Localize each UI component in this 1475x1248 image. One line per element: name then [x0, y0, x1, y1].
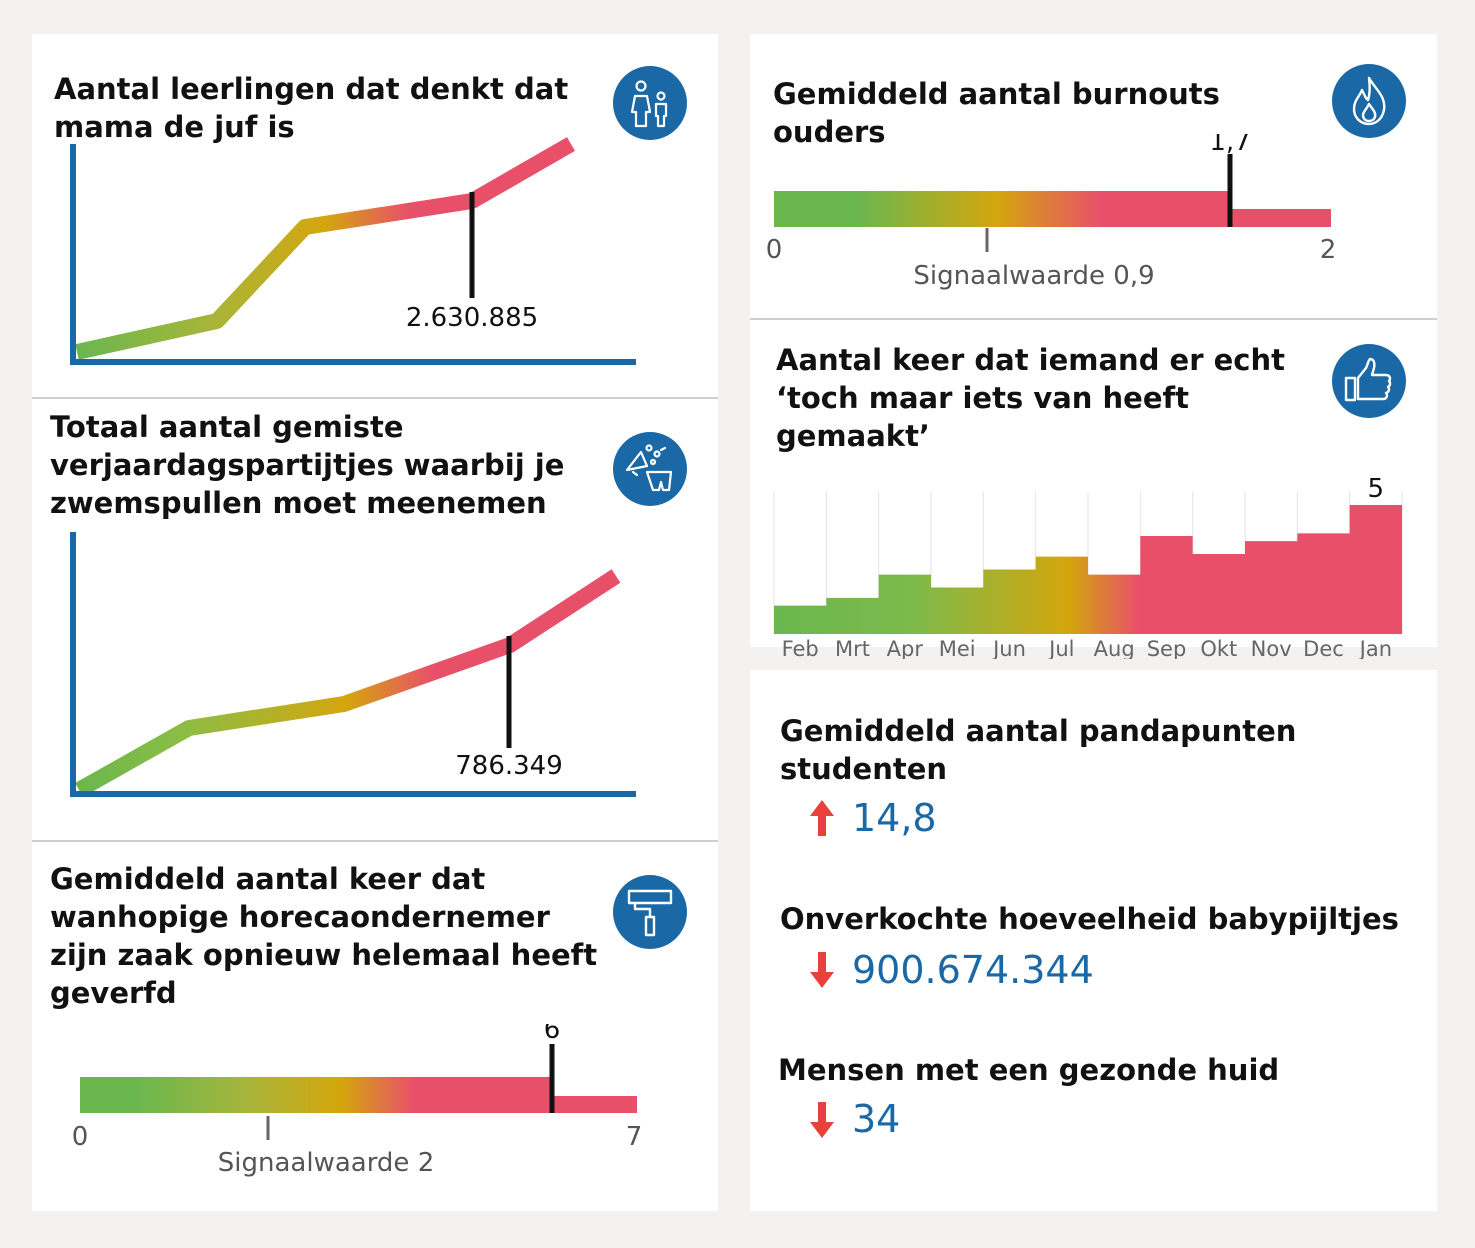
line-series-leerlingen	[75, 137, 575, 360]
x-tick-label: Mrt	[835, 637, 870, 659]
value-label: 6	[544, 1024, 561, 1045]
x-tick-label: Jan	[1358, 637, 1392, 659]
x-tick-label: Aug	[1094, 637, 1135, 659]
left-panel: Aantal leerlingen dat denkt dat mama de …	[32, 34, 718, 1211]
right-bottom-panel: Gemiddeld aantal pandapunten studenten 1…	[750, 670, 1437, 1211]
x-tick-label: Mei	[939, 637, 976, 659]
stat-title-babypijltjes: Onverkochte hoeveelheid babypijltjes	[780, 902, 1399, 936]
min-label: 0	[72, 1122, 89, 1152]
chart-title-iets-van: Aantal keer dat iemand er echt ‘toch maa…	[776, 343, 1285, 453]
signal-label: Signaalwaarde 2	[218, 1148, 434, 1178]
arrow-up-icon	[810, 800, 834, 836]
parent-child-icon	[613, 66, 687, 140]
paint-roller-icon	[613, 875, 687, 949]
chart-title-burnouts: Gemiddeld aantal burnouts ouders	[773, 77, 1220, 149]
line-series-verjaardag	[75, 569, 621, 797]
x-tick-label: Apr	[887, 637, 924, 659]
area-chart-iets-van: 5 Feb Mrt Apr Mei Jun Jul Aug Sep Okt Nov Dec Jan	[773, 474, 1403, 659]
arrow-down-icon	[810, 952, 834, 988]
x-tick-label: Okt	[1200, 637, 1237, 659]
bar-chart-horeca: 6 0 7 Signaalwaarde 2	[72, 1024, 643, 1178]
thumbs-up-icon	[1332, 344, 1406, 418]
x-tick-label: Jun	[991, 637, 1026, 659]
x-tick-label: Dec	[1303, 637, 1344, 659]
x-tick-label: Feb	[782, 637, 819, 659]
x-tick-label: Jul	[1047, 637, 1074, 659]
x-tick-label: Nov	[1251, 637, 1292, 659]
value-label: 1,7	[1209, 134, 1250, 157]
stat-value-pandapunten: 14,8	[852, 796, 937, 840]
chart-title-verjaardag: Totaal aantal gemiste verjaardagspartijt…	[50, 410, 565, 520]
marker-label: 786.349	[455, 751, 563, 781]
area-series	[774, 505, 1402, 634]
value-bar	[774, 191, 1230, 227]
divider	[750, 318, 1437, 320]
right-top-panel: Gemiddeld aantal burnouts ouders 1,7 0 2…	[750, 34, 1437, 659]
marker-label: 2.630.885	[406, 303, 538, 333]
arrow-down-icon	[810, 1102, 834, 1138]
stat-title-pandapunten: Gemiddeld aantal pandapunten studenten	[780, 714, 1297, 786]
line-chart-verjaardag: 786.349	[70, 532, 636, 797]
value-bar	[80, 1077, 552, 1113]
rest-bar	[552, 1096, 637, 1113]
stat-title-gezonde-huid: Mensen met een gezonde huid	[778, 1053, 1280, 1087]
x-tick-label: Sep	[1147, 637, 1187, 659]
bar-chart-burnouts: 1,7 0 2 Signaalwaarde 0,9	[766, 134, 1337, 291]
max-label: 2	[1320, 235, 1337, 265]
chart-title-horeca: Gemiddeld aantal keer dat wanhopige hore…	[50, 862, 598, 1010]
stat-value-babypijltjes: 900.674.344	[852, 948, 1094, 992]
max-label: 7	[626, 1122, 643, 1152]
signal-label: Signaalwaarde 0,9	[913, 261, 1154, 291]
divider	[32, 397, 718, 399]
rest-bar	[1230, 209, 1331, 227]
min-label: 0	[766, 235, 783, 265]
line-chart-leerlingen: 2.630.885	[70, 137, 636, 365]
last-value-label: 5	[1368, 474, 1385, 504]
stat-value-gezonde-huid: 34	[852, 1097, 901, 1141]
party-swim-icon	[613, 432, 687, 506]
flame-icon	[1332, 64, 1406, 138]
divider	[32, 840, 718, 842]
chart-title-leerlingen: Aantal leerlingen dat denkt dat mama de …	[54, 72, 569, 144]
